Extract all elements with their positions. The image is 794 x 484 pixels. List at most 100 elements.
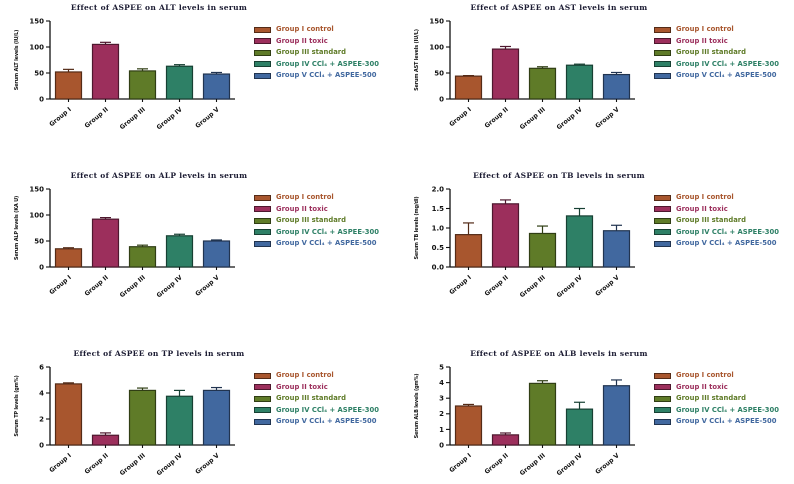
legend-swatch [654,206,671,212]
legend-label: Group V CCl₄ + ASPEE-500 [276,71,377,79]
bar-group-iii [128,246,157,268]
bar-group-v [202,240,231,268]
y-tick-label: 0.5 [432,244,445,252]
y-tick-label: 0 [439,95,444,103]
x-tick-label: Group III [119,106,147,131]
chart-row: 0 2 4 6 Serum TP levels (gm%) Group I Group II… [2,359,400,481]
legend-swatch [654,61,671,67]
bar-group-v [202,73,231,100]
legend-item: Group III standard [654,216,779,225]
legend-label: Group II toxic [276,204,328,213]
chart-title: Effect of ASPEE on ALT levels in serum [70,3,248,12]
legend-swatch [254,229,271,235]
legend-item: Group II toxic [654,37,779,46]
legend-swatch [254,194,271,201]
legend-item: Group V CCl₄ + ASPEE-500 [654,417,779,426]
legend-item: Group II toxic [654,383,779,392]
y-tick-label: 150 [29,185,44,193]
legend: Group I control Group II toxic Group III s… [254,25,379,80]
legend-item: Group I control [254,193,379,202]
bar-group-iii [528,382,557,446]
legend-swatch [654,194,671,201]
x-tick-label: Group II [83,452,109,476]
legend-swatch [654,372,671,379]
legend-item: Group I control [254,25,379,34]
legend-item: Group V CCl₄ + ASPEE-500 [654,71,779,80]
legend-label: Group III standard [676,216,747,224]
legend-swatch [254,240,271,247]
y-tick-label: 4 [39,389,44,397]
legend-swatch [254,72,271,79]
legend-swatch [254,395,271,402]
legend-item: Group IV CCl₄ + ASPEE-300 [654,406,779,415]
y-tick-label: 0.0 [432,263,445,271]
x-tick-label: Group V [194,274,221,298]
legend-item: Group V CCl₄ + ASPEE-500 [254,71,379,80]
bar-group-iv [165,235,194,268]
legend-swatch [654,384,671,390]
chart-title: Effect of ASPEE on ALP levels in serum [70,171,248,180]
x-tick-label: Group V [194,452,221,476]
y-tick-label: 4 [439,379,444,387]
legend-item: Group III standard [254,48,379,57]
x-tick-label: Group V [594,452,621,476]
bar-chart-ast: 0 50 100 150 Serum AST levels (IU/L) Group I G… [414,17,635,131]
legend-label: Group V CCl₄ + ASPEE-500 [676,239,777,247]
y-tick-label: 0 [39,95,44,103]
chart-row: 0 50 100 150 Serum ALT levels (IU/L) Group I G… [2,13,400,135]
y-tick-label: 2.0 [432,185,445,193]
x-tick-label: Group II [483,106,509,130]
bar-group-i [454,405,483,446]
legend-label: Group II toxic [676,382,728,391]
y-tick-label: 0 [439,441,444,449]
bar-chart-tp: 0 2 4 6 Serum TP levels (gm%) Group I Group II… [14,363,235,477]
legend: Group I control Group II toxic Group III s… [654,371,779,426]
bar-group-iii [528,232,557,268]
bar-group-iii [128,70,157,100]
y-tick-label: 50 [34,237,44,245]
bar-group-iv [165,65,194,100]
x-tick-label: Group I [448,274,473,296]
legend-label: Group I control [276,371,334,379]
bar-group-i [54,248,83,268]
legend-label: Group IV CCl₄ + ASPEE-300 [276,59,379,68]
bar-chart-tb: 0.0 0.5 1.0 1.5 2.0 Serum TB levels (mg/dl) Gr… [414,185,635,299]
legend-swatch [654,229,671,235]
y-axis-title: Serum ALT levels (IU/L) [14,30,20,90]
y-tick-label: 100 [429,43,444,51]
x-tick-label: Group III [519,106,547,131]
legend-swatch [254,217,271,224]
bar-group-i [54,71,83,100]
legend-label: Group III standard [676,48,747,56]
x-tick-label: Group II [483,274,509,298]
bar-group-iv [165,395,194,446]
legend-swatch [254,38,271,44]
bar-group-v [602,230,631,268]
legend-label: Group V CCl₄ + ASPEE-500 [676,417,777,425]
y-axis-title: Serum ALB levels (gm%) [414,374,420,439]
legend-label: Group IV CCl₄ + ASPEE-300 [676,227,779,236]
legend-label: Group IV CCl₄ + ASPEE-300 [676,405,779,414]
legend-label: Group V CCl₄ + ASPEE-500 [276,417,377,425]
legend-swatch [654,217,671,224]
chart-title: Effect of ASPEE on AST levels in serum [470,3,648,12]
error-bar [611,224,622,231]
bar-group-iv [565,64,594,100]
error-bar [574,207,585,216]
y-tick-label: 6 [39,363,44,371]
legend-item: Group IV CCl₄ + ASPEE-300 [654,228,779,237]
y-axis-title: Serum ALP levels (KA U) [14,196,20,260]
chart-panel-tb: Effect of ASPEE on TB levels in serum 0.… [400,160,794,330]
chart-panel-alb: Effect of ASPEE on ALB levels in serum 0… [400,330,794,484]
bar-group-ii [491,203,520,268]
chart-panel-alp: Effect of ASPEE on ALP levels in serum 0… [0,160,400,330]
y-tick-label: 1 [439,426,444,434]
x-tick-label: Group IV [156,274,184,299]
legend-label: Group I control [676,371,734,379]
x-tick-label: Group II [483,452,509,476]
legend-label: Group V CCl₄ + ASPEE-500 [676,71,777,79]
x-tick-label: Group V [594,274,621,298]
legend-label: Group III standard [276,216,347,224]
y-tick-label: 3 [439,395,444,403]
legend-item: Group IV CCl₄ + ASPEE-300 [254,228,379,237]
